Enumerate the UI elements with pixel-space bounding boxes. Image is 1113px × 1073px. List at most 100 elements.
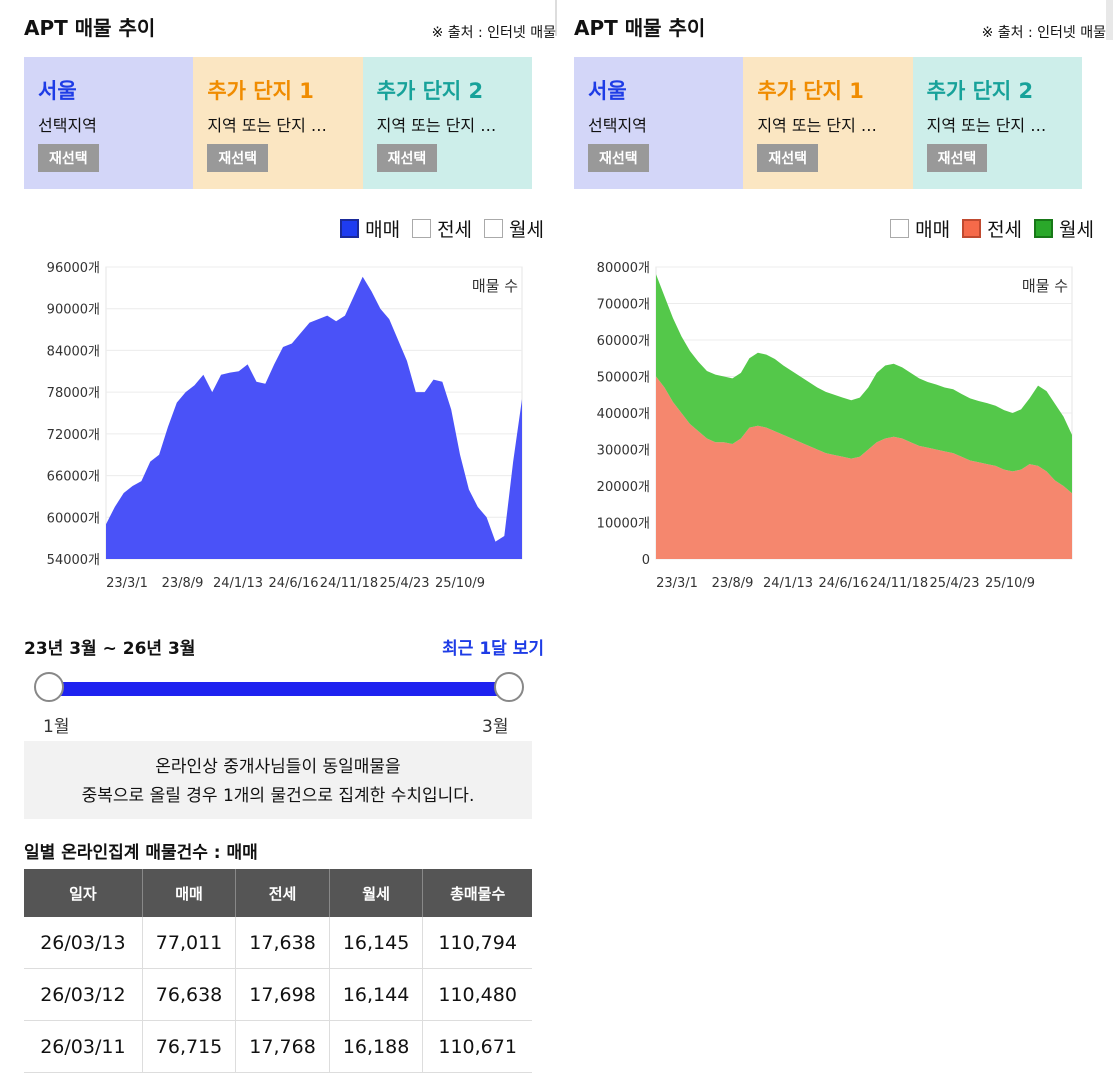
panel-title: APT 매물 추이 <box>24 16 156 40</box>
recent-month-link[interactable]: 최근 1달 보기 <box>442 639 544 659</box>
cell-jeonse: 17,698 <box>235 968 330 1021</box>
legend-item-jeonse[interactable]: 전세 <box>962 215 1022 242</box>
chart-legend: 매매 전세 월세 <box>878 215 1094 242</box>
x-tick-label: 23/3/1 <box>656 576 698 591</box>
cell-jeonse: 17,638 <box>235 917 330 969</box>
series-area-0 <box>656 376 1072 559</box>
y-tick-label: 60000개 <box>597 334 650 349</box>
region-name: 추가 단지 1 <box>757 79 864 103</box>
checkbox-checked-icon[interactable] <box>1034 219 1054 238</box>
region-sub: 지역 또는 단지 … <box>757 116 877 135</box>
cell-date: 26/03/12 <box>24 968 143 1021</box>
x-tick-label: 23/3/1 <box>106 576 148 591</box>
panel-title: APT 매물 추이 <box>574 16 706 40</box>
column-header-date: 일자 <box>24 869 143 917</box>
reselect-button[interactable]: 재선택 <box>757 144 818 172</box>
y-tick-label: 70000개 <box>597 298 650 313</box>
series-area-1 <box>656 274 1072 494</box>
region-card-complex-1[interactable]: 추가 단지 1 지역 또는 단지 … 재선택 <box>193 57 363 189</box>
daily-listing-table: 일자 매매 전세 월세 총매물수 26/03/13 77,011 17,638 … <box>24 869 532 1073</box>
reselect-button[interactable]: 재선택 <box>376 144 438 172</box>
region-card-seoul[interactable]: 서울 선택지역 재선택 <box>574 57 744 189</box>
table-row: 26/03/11 76,715 17,768 16,188 110,671 <box>24 1020 532 1073</box>
cell-date: 26/03/13 <box>24 917 143 969</box>
y-tick-label: 10000개 <box>597 517 650 532</box>
window-edge <box>1106 0 1113 40</box>
region-name: 서울 <box>588 79 627 103</box>
y-tick-label: 78000개 <box>47 386 100 401</box>
y-tick-label: 54000개 <box>47 553 100 568</box>
region-card-complex-2[interactable]: 추가 단지 2 지역 또는 단지 … 재선택 <box>912 57 1082 189</box>
range-slider-end-handle[interactable] <box>494 672 524 702</box>
legend-item-monthly[interactable]: 월세 <box>484 215 544 242</box>
y-tick-label: 20000개 <box>597 480 650 495</box>
region-selector: 서울 선택지역 재선택 추가 단지 1 지역 또는 단지 … 재선택 추가 단지… <box>24 57 532 189</box>
range-slider-track[interactable] <box>50 682 508 696</box>
checkbox-unchecked-icon[interactable] <box>412 219 432 238</box>
region-sub: 선택지역 <box>588 116 647 135</box>
left-panel: APT 매물 추이 ※ 출처 : 인터넷 매물 서울 선택지역 재선택 추가 단… <box>24 0 556 1073</box>
checkbox-checked-icon[interactable] <box>340 219 360 238</box>
legend-label: 매매 <box>365 219 401 241</box>
legend-item-jeonse[interactable]: 전세 <box>412 215 472 242</box>
x-tick-label: 25/10/9 <box>985 576 1035 591</box>
cell-jeonse: 17,768 <box>235 1020 330 1073</box>
x-tick-label: 23/8/9 <box>712 576 754 591</box>
y-tick-label: 50000개 <box>597 371 650 386</box>
column-header-total: 총매물수 <box>422 869 532 917</box>
table-row: 26/03/12 76,638 17,698 16,144 110,480 <box>24 968 532 1021</box>
x-tick-label: 24/6/16 <box>818 576 868 591</box>
table-header-row: 일자 매매 전세 월세 총매물수 <box>24 869 532 917</box>
x-tick-label: 24/6/16 <box>268 576 318 591</box>
reselect-button[interactable]: 재선택 <box>926 144 988 172</box>
chart-title: 매물 수 <box>1022 277 1068 295</box>
source-note: ※ 출처 : 인터넷 매물 <box>981 25 1106 41</box>
table-row: 26/03/13 77,011 17,638 16,145 110,794 <box>24 917 532 969</box>
notice-line: 중복으로 올릴 경우 1개의 물건으로 집계한 수치입니다. <box>81 786 475 806</box>
y-tick-label: 72000개 <box>47 428 100 443</box>
y-tick-label: 80000개 <box>597 261 650 276</box>
region-card-complex-1[interactable]: 추가 단지 1 지역 또는 단지 … 재선택 <box>743 57 913 189</box>
legend-item-sale[interactable]: 매매 <box>340 215 400 242</box>
table-title: 일별 온라인집계 매물건수 : 매매 <box>24 843 258 863</box>
cell-total: 110,671 <box>422 1020 532 1073</box>
x-tick-label: 25/4/23 <box>379 576 429 591</box>
column-header-jeonse: 전세 <box>235 869 330 917</box>
legend-item-sale[interactable]: 매매 <box>890 215 950 242</box>
region-name: 추가 단지 2 <box>926 79 1034 103</box>
source-note: ※ 출처 : 인터넷 매물 <box>431 25 556 41</box>
reselect-button[interactable]: 재선택 <box>588 144 649 172</box>
region-selector: 서울 선택지역 재선택 추가 단지 1 지역 또는 단지 … 재선택 추가 단지… <box>574 57 1082 189</box>
range-start-label: 1월 <box>43 717 70 737</box>
y-tick-label: 60000개 <box>47 511 100 526</box>
series-area-0 <box>106 276 522 559</box>
column-header-sale: 매매 <box>142 869 237 917</box>
reselect-button[interactable]: 재선택 <box>38 144 99 172</box>
checkbox-unchecked-icon[interactable] <box>890 219 910 238</box>
cell-total: 110,794 <box>422 917 532 969</box>
checkbox-checked-icon[interactable] <box>962 219 982 238</box>
region-sub: 선택지역 <box>38 116 97 135</box>
notice-line: 온라인상 중개사님들이 동일매물을 <box>155 757 401 777</box>
x-tick-label: 24/1/13 <box>763 576 813 591</box>
column-header-monthly: 월세 <box>329 869 424 917</box>
cell-date: 26/03/11 <box>24 1020 143 1073</box>
listing-count-chart-rent: 0 10000개 20000개 30000개 40000개 50000개 60000개 700… <box>597 261 1073 591</box>
legend-item-monthly[interactable]: 월세 <box>1034 215 1094 242</box>
x-tick-label: 25/10/9 <box>435 576 485 591</box>
cell-sale: 76,715 <box>142 1020 237 1073</box>
y-tick-label: 84000개 <box>47 344 100 359</box>
region-sub: 지역 또는 단지 … <box>926 116 1047 135</box>
x-tick-label: 25/4/23 <box>929 576 979 591</box>
x-tick-label: 24/11/18 <box>320 576 378 591</box>
range-slider-start-handle[interactable] <box>34 672 64 702</box>
region-card-complex-2[interactable]: 추가 단지 2 지역 또는 단지 … 재선택 <box>362 57 532 189</box>
cell-sale: 77,011 <box>142 917 237 969</box>
region-sub: 지역 또는 단지 … <box>376 116 497 135</box>
aggregation-notice: 온라인상 중개사님들이 동일매물을 중복으로 올릴 경우 1개의 물건으로 집계… <box>24 741 532 819</box>
chart-legend: 매매 전세 월세 <box>328 215 544 242</box>
region-card-seoul[interactable]: 서울 선택지역 재선택 <box>24 57 194 189</box>
checkbox-unchecked-icon[interactable] <box>484 219 504 238</box>
y-tick-label: 96000개 <box>47 261 100 276</box>
reselect-button[interactable]: 재선택 <box>207 144 268 172</box>
